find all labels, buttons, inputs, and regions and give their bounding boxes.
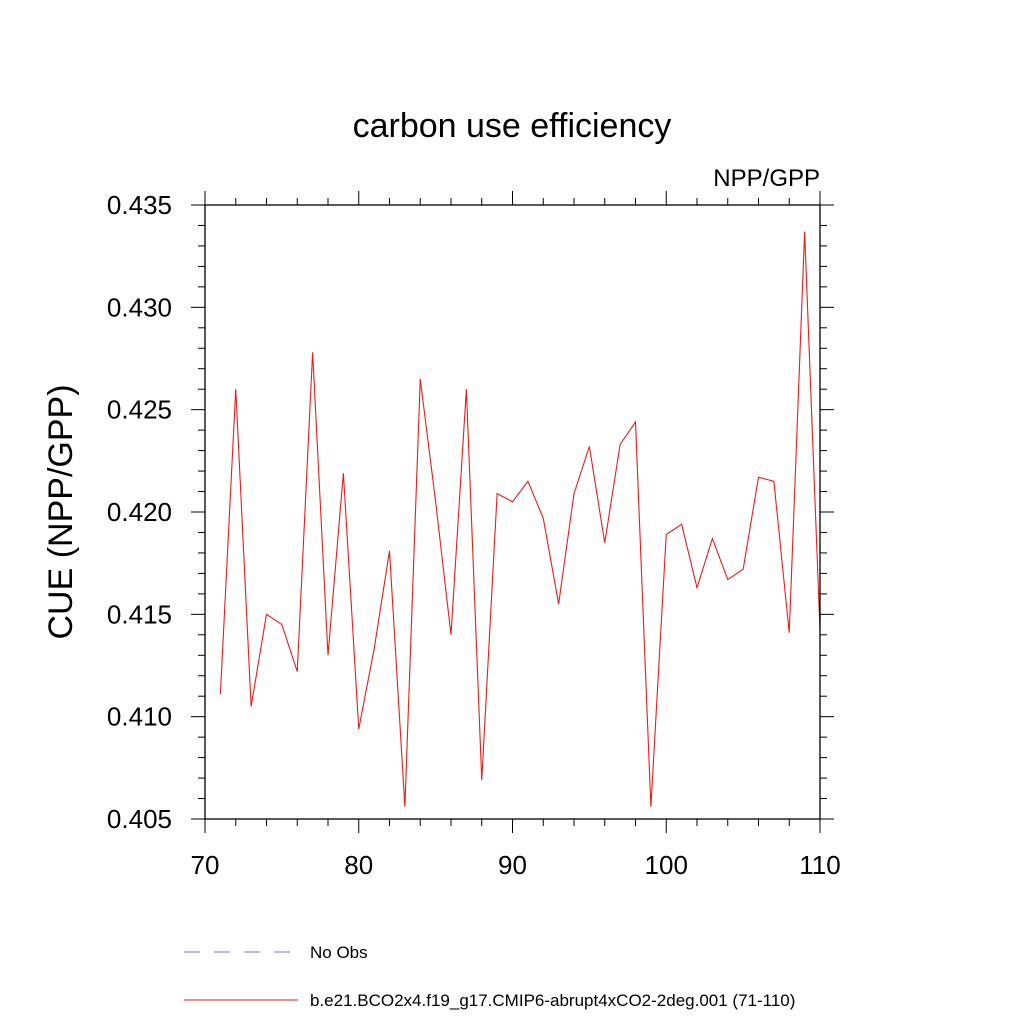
axis-ticks — [191, 191, 834, 833]
axis-tick-labels: 70 80 90 100 110 0.405 0.410 0.415 0.420 0.425 0.4… — [107, 190, 841, 880]
y-tick-label: 0.435 — [107, 190, 172, 220]
y-tick-label: 0.405 — [107, 804, 172, 834]
y-axis-label: CUE (NPP/GPP) — [42, 384, 80, 639]
legend-label: b.e21.BCO2x4.f19_g17.CMIP6-abrupt4xCO2-2… — [310, 991, 795, 1010]
y-tick-label: 0.425 — [107, 395, 172, 425]
x-tick-label: 80 — [344, 850, 373, 880]
y-tick-label: 0.420 — [107, 497, 172, 527]
series-layer — [219, 231, 821, 807]
x-tick-label: 100 — [645, 850, 688, 880]
series-line — [219, 231, 821, 807]
chart-subtitle: NPP/GPP — [713, 165, 820, 192]
y-tick-label: 0.410 — [107, 702, 172, 732]
x-tick-label: 90 — [498, 850, 527, 880]
legend-label: No Obs — [310, 943, 368, 962]
x-tick-label: 70 — [191, 850, 220, 880]
y-tick-label: 0.415 — [107, 599, 172, 629]
chart-title: carbon use efficiency — [353, 107, 672, 145]
x-tick-label: 110 — [799, 850, 840, 880]
legend: No Obs b.e21.BCO2x4.f19_g17.CMIP6-abrupt4… — [184, 943, 795, 1010]
y-tick-label: 0.430 — [107, 292, 172, 322]
plot-frame — [204, 204, 821, 820]
